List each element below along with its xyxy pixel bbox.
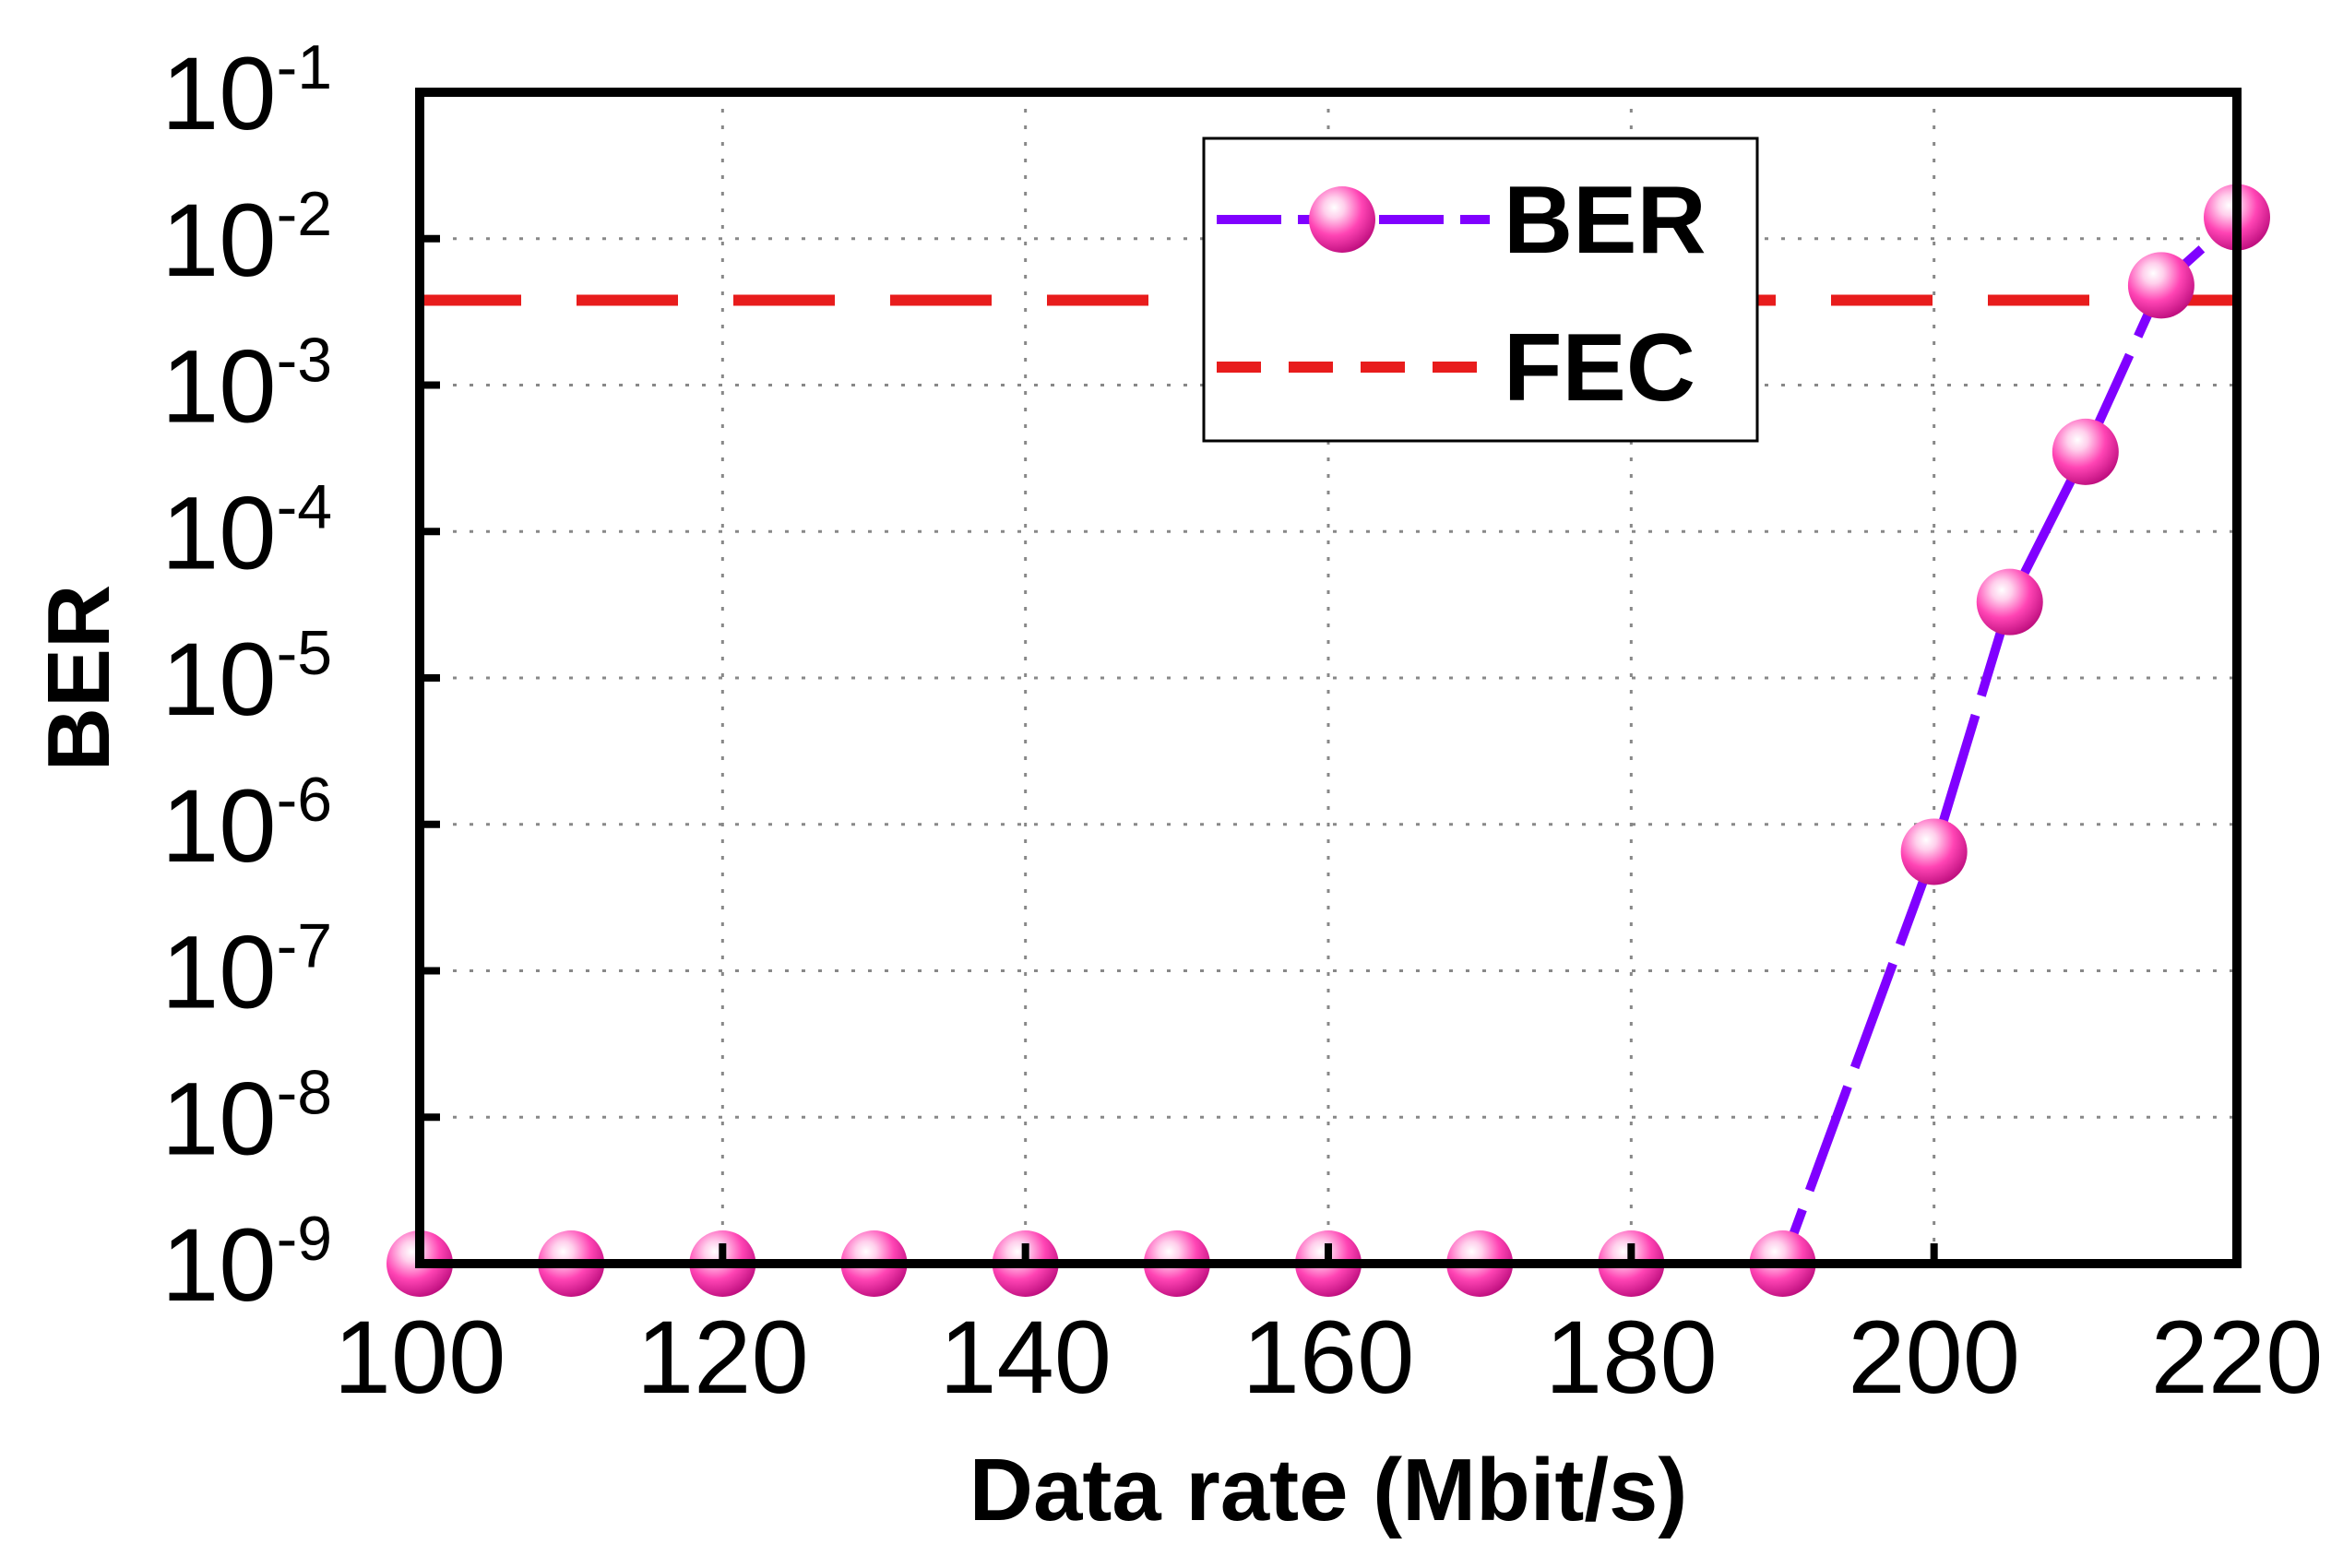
y-tick-label: 10-5 xyxy=(161,618,332,737)
legend-fec-label: FEC xyxy=(1504,315,1695,422)
y-tick-label: 10-8 xyxy=(161,1057,332,1176)
x-tick-label: 160 xyxy=(1243,1300,1415,1415)
ticks xyxy=(416,89,2241,1267)
y-tick-label: 10-2 xyxy=(161,179,332,298)
x-tick-label: 220 xyxy=(2151,1300,2324,1415)
y-tick-labels: 10-9 10-8 10-7 10-6 10-5 10-4 10-3 10-2 10-1 xyxy=(161,32,332,1323)
ber-data-point xyxy=(2127,252,2194,319)
y-tick-label: 10-9 xyxy=(161,1204,332,1323)
legend-box xyxy=(1202,137,1759,443)
y-tick-label: 10-4 xyxy=(161,471,332,590)
legend-ber-label: BER xyxy=(1504,167,1707,274)
x-tick-label: 120 xyxy=(636,1300,809,1415)
ber-data-point xyxy=(2052,418,2119,485)
y-tick-label: 10-6 xyxy=(161,765,332,884)
y-tick-label: 10-3 xyxy=(161,326,332,445)
legend: BER FEC xyxy=(1202,137,1759,443)
x-axis-label: Data rate (Mbit/s) xyxy=(969,1441,1688,1539)
x-tick-label: 100 xyxy=(334,1300,506,1415)
x-tick-labels: 100 120 140 160 180 200 220 xyxy=(334,1300,2324,1415)
y-tick-label: 10-7 xyxy=(161,911,332,1030)
x-tick-label: 140 xyxy=(939,1300,1112,1415)
legend-ber-marker xyxy=(1309,186,1375,253)
ber-data-point xyxy=(1900,818,1968,885)
x-tick-label: 180 xyxy=(1545,1300,1718,1415)
y-axis-label: BER xyxy=(30,585,128,772)
y-tick-label: 10-1 xyxy=(161,32,332,151)
ber-data-point xyxy=(1976,568,2043,636)
x-tick-label: 200 xyxy=(1848,1300,2020,1415)
